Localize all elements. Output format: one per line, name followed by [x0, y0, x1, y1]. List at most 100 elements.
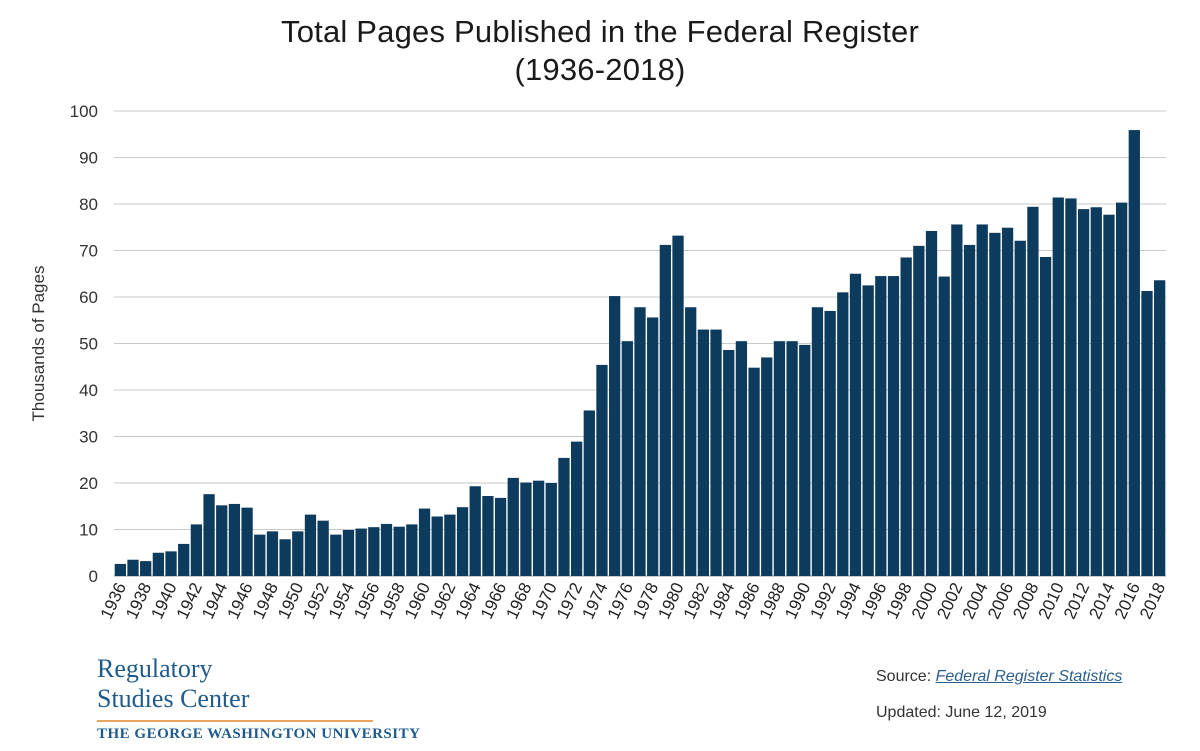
bar-1996 [875, 276, 887, 576]
bar-1940 [165, 551, 177, 576]
bar-1939 [152, 552, 164, 576]
bar-2003 [963, 244, 976, 577]
y-tick-label-50: 50 [79, 335, 98, 354]
bar-1943 [203, 494, 215, 576]
bar-1969 [532, 480, 545, 576]
bar-1944 [216, 505, 228, 576]
bar-1999 [913, 245, 925, 576]
y-axis-label: Thousands of Pages [29, 266, 48, 422]
bar-1956 [368, 527, 380, 576]
bar-2014 [1103, 214, 1115, 576]
bar-2018 [1154, 280, 1166, 576]
bar-2005 [989, 232, 1001, 576]
bar-1970 [545, 483, 557, 576]
bar-1959 [406, 524, 418, 576]
regulatory-studies-center-logo[interactable]: Regulatory Studies Center THE GEORGE WAS… [97, 654, 420, 742]
bar-1972 [570, 441, 583, 576]
source-prefix: Source: [876, 668, 932, 685]
bar-1984 [723, 350, 735, 576]
y-tick-label-80: 80 [79, 195, 98, 214]
bar-1974 [596, 364, 608, 576]
bar-1938 [140, 561, 152, 576]
bar-1998 [900, 257, 912, 576]
bar-2016 [1128, 130, 1140, 576]
bar-1950 [292, 531, 304, 576]
bar-1981 [685, 307, 697, 576]
bar-1975 [609, 296, 621, 576]
bar-1978 [647, 317, 659, 576]
source-note: Source: Federal Register Statistics [876, 668, 1122, 686]
bar-1988 [773, 341, 786, 576]
bar-1985 [735, 341, 748, 576]
bar-2001 [938, 276, 950, 576]
bar-1963 [456, 507, 469, 576]
bar-2017 [1141, 290, 1153, 576]
bar-1957 [380, 523, 393, 576]
bar-1983 [710, 329, 722, 576]
bar-1961 [431, 516, 443, 576]
y-tick-label-20: 20 [79, 474, 98, 493]
bar-2015 [1116, 202, 1128, 577]
bar-1949 [279, 539, 291, 576]
bar-1951 [304, 514, 317, 576]
bar-1973 [583, 410, 595, 576]
bar-1980 [672, 235, 684, 576]
y-tick-label-0: 0 [89, 567, 98, 586]
logo-rule [97, 720, 373, 722]
bar-2011 [1065, 198, 1077, 577]
bar-1992 [824, 310, 836, 576]
bar-1964 [469, 486, 481, 576]
bar-1977 [634, 307, 646, 576]
bar-2006 [1001, 227, 1014, 576]
source-link[interactable]: Federal Register Statistics [935, 668, 1123, 685]
bar-2010 [1052, 197, 1064, 577]
bar-1966 [494, 497, 507, 576]
bar-2002 [951, 224, 963, 576]
bar-1936 [114, 563, 126, 576]
bar-1952 [317, 520, 329, 576]
bar-1958 [393, 526, 405, 576]
bar-1990 [799, 344, 811, 576]
bar-1986 [748, 367, 760, 576]
logo-line-1: Regulatory [97, 654, 213, 683]
bar-1982 [697, 329, 710, 576]
y-tick-label-30: 30 [79, 428, 98, 447]
y-tick-label-60: 60 [79, 288, 98, 307]
bar-1968 [520, 482, 532, 576]
bar-1953 [330, 534, 342, 576]
bar-1995 [862, 285, 874, 576]
bar-1948 [266, 531, 279, 576]
bar-1971 [558, 457, 570, 576]
bar-2012 [1077, 209, 1090, 577]
bar-1942 [190, 524, 203, 576]
updated-date: Updated: June 12, 2019 [876, 704, 1047, 721]
bar-1994 [849, 273, 862, 576]
bar-2000 [925, 230, 938, 576]
bar-2009 [1039, 257, 1052, 576]
bar-1954 [342, 529, 355, 576]
bar-1997 [887, 276, 900, 576]
chart-title: Total Pages Published in the Federal Reg… [281, 14, 919, 49]
bar-1955 [355, 528, 367, 576]
bar-1976 [621, 341, 633, 576]
bar-1937 [127, 559, 139, 576]
bar-2013 [1090, 207, 1102, 576]
bar-1941 [178, 543, 190, 576]
bar-1987 [761, 357, 773, 576]
y-tick-label-70: 70 [79, 242, 98, 261]
bar-1993 [837, 292, 849, 576]
bar-2007 [1014, 240, 1026, 577]
y-tick-label-10: 10 [79, 521, 98, 540]
y-tick-label-90: 90 [79, 149, 98, 168]
bar-1967 [507, 477, 519, 576]
bar-2004 [976, 224, 988, 576]
y-tick-label-100: 100 [70, 102, 98, 121]
bar-1960 [418, 508, 431, 576]
bar-1979 [659, 244, 671, 577]
chart-subtitle: (1936-2018) [514, 52, 686, 87]
bar-1965 [482, 496, 494, 576]
y-tick-label-40: 40 [79, 381, 98, 400]
bar-2008 [1027, 206, 1039, 577]
logo-line-2: Studies Center [97, 684, 250, 713]
